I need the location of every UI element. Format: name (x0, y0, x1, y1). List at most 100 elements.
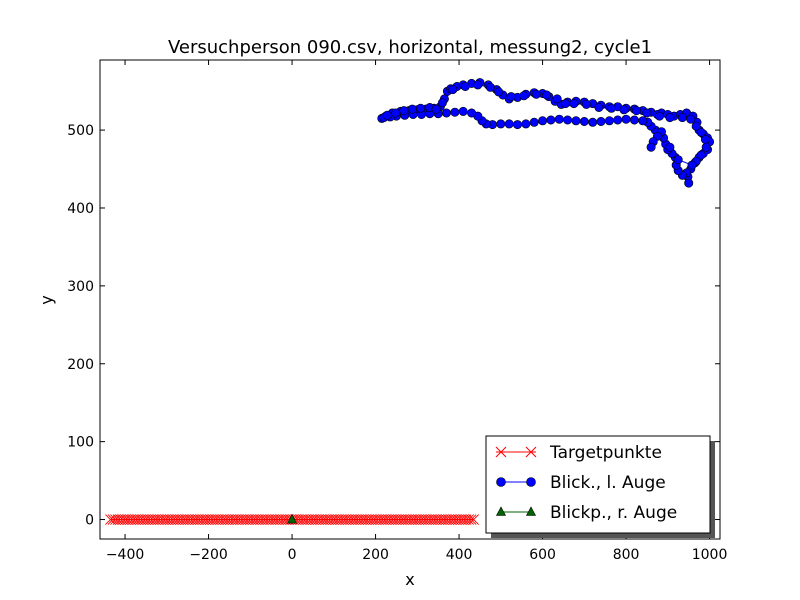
target-point-108 (375, 514, 387, 525)
gaze-left-point-125 (594, 103, 604, 113)
gaze-left-point-128 (631, 106, 641, 116)
target-point-45 (217, 514, 229, 525)
target-point-15 (142, 514, 154, 525)
target-point-51 (232, 514, 244, 525)
gaze-left-point-72 (621, 114, 631, 124)
gaze-left-point-119 (531, 89, 541, 99)
target-point-102 (360, 514, 372, 525)
target-point-138 (450, 514, 462, 525)
target-point-34 (190, 514, 201, 525)
gaze-left-point-132 (677, 113, 687, 123)
x-tick-label-2: 0 (288, 547, 297, 563)
target-point-142 (460, 514, 472, 525)
target-point-76 (295, 514, 307, 525)
target-point-61 (257, 514, 269, 525)
gaze-left-point-87 (496, 119, 506, 129)
target-point-81 (308, 514, 319, 525)
target-point-20 (155, 514, 166, 525)
gaze-left-point-108 (416, 103, 426, 113)
target-point-140 (455, 514, 467, 525)
chart-title: Versuchperson 090.csv, horizontal, messu… (168, 37, 652, 58)
target-point-82 (310, 514, 322, 525)
target-point-16 (145, 514, 156, 525)
target-point-99 (353, 514, 364, 525)
gaze-left-point-75 (596, 117, 606, 127)
target-point-68 (275, 514, 287, 525)
target-point-93 (338, 514, 349, 525)
target-point-11 (132, 514, 144, 525)
target-point-17 (147, 514, 159, 525)
gaze-left-point-93 (458, 106, 468, 116)
target-point-143 (463, 514, 474, 525)
target-point-12 (135, 514, 146, 525)
target-point-26 (170, 514, 181, 525)
target-point-28 (175, 514, 186, 525)
target-point-132 (435, 514, 447, 525)
gaze-left-point-106 (399, 106, 409, 116)
gaze-left-point-127 (619, 105, 629, 115)
x-axis-label: x (405, 570, 414, 589)
gaze-left-point-142 (665, 142, 675, 152)
target-point-114 (390, 514, 402, 525)
gaze-left-point-92 (467, 108, 477, 118)
target-point-67 (272, 514, 284, 525)
target-point-57 (247, 514, 259, 525)
gaze-left-point-131 (665, 113, 675, 123)
target-point-134 (440, 514, 452, 525)
gaze-left-point-140 (687, 160, 697, 170)
target-point-105 (368, 514, 379, 525)
target-point-4 (115, 514, 126, 525)
target-point-19 (152, 514, 164, 525)
gaze-left-point-56 (684, 178, 694, 188)
target-point-86 (320, 514, 332, 525)
target-point-107 (373, 514, 384, 525)
gaze-left-point-115 (485, 82, 495, 92)
gaze-left-point-136 (700, 134, 710, 144)
target-point-113 (388, 514, 399, 525)
gaze-left-point-73 (613, 115, 623, 125)
target-point-98 (350, 514, 362, 525)
plot-content (105, 78, 715, 525)
legend-label-blick-l-auge: Blick., l. Auge (550, 473, 666, 493)
target-point-116 (395, 514, 407, 525)
gaze-left-point-83 (529, 117, 539, 127)
gaze-left-point-70 (638, 116, 648, 126)
target-point-49 (227, 514, 239, 525)
target-point-42 (210, 514, 221, 525)
gaze-left-point-105 (391, 108, 401, 118)
target-point-119 (403, 514, 414, 525)
target-point-122 (410, 514, 422, 525)
axis-ticks: −400 −200 0 200 400 600 800 1000 0 100 200 300 400 50… (67, 60, 727, 563)
legend-marker-blickp-r-auge-2 (526, 506, 536, 516)
target-point-77 (298, 514, 309, 525)
gaze-left-point-79 (563, 115, 573, 125)
target-point-69 (277, 514, 289, 525)
target-point-144 (465, 514, 477, 525)
gaze-left-point-81 (546, 115, 556, 125)
legend-marker-blickp-r-auge-1 (496, 506, 506, 516)
legend-label-blickp-r-auge: Blickp., r. Auge (550, 503, 677, 523)
y-tick-label-5: 500 (67, 123, 94, 139)
y-tick-label-2: 200 (67, 357, 94, 373)
gaze-left-point-71 (629, 115, 639, 125)
target-point-89 (328, 514, 339, 525)
x-tick-label-3: 200 (362, 547, 389, 563)
gaze-left-point-130 (654, 111, 664, 121)
target-point-14 (140, 514, 151, 525)
target-point-129 (428, 514, 439, 525)
gaze-left-point-113 (460, 82, 470, 92)
target-point-29 (177, 514, 189, 525)
gaze-left-point-135 (696, 127, 706, 137)
target-point-58 (250, 514, 262, 525)
target-point-127 (423, 514, 434, 525)
gaze-left-point-134 (691, 121, 701, 131)
x-tick-label-5: 600 (529, 547, 556, 563)
target-point-96 (345, 514, 357, 525)
gaze-left-point-76 (588, 117, 598, 127)
gaze-left-point-146 (646, 142, 656, 152)
target-point-27 (172, 514, 184, 525)
gaze-left-point-121 (552, 94, 562, 104)
gaze-left-point-123 (569, 99, 579, 109)
target-point-84 (315, 514, 327, 525)
